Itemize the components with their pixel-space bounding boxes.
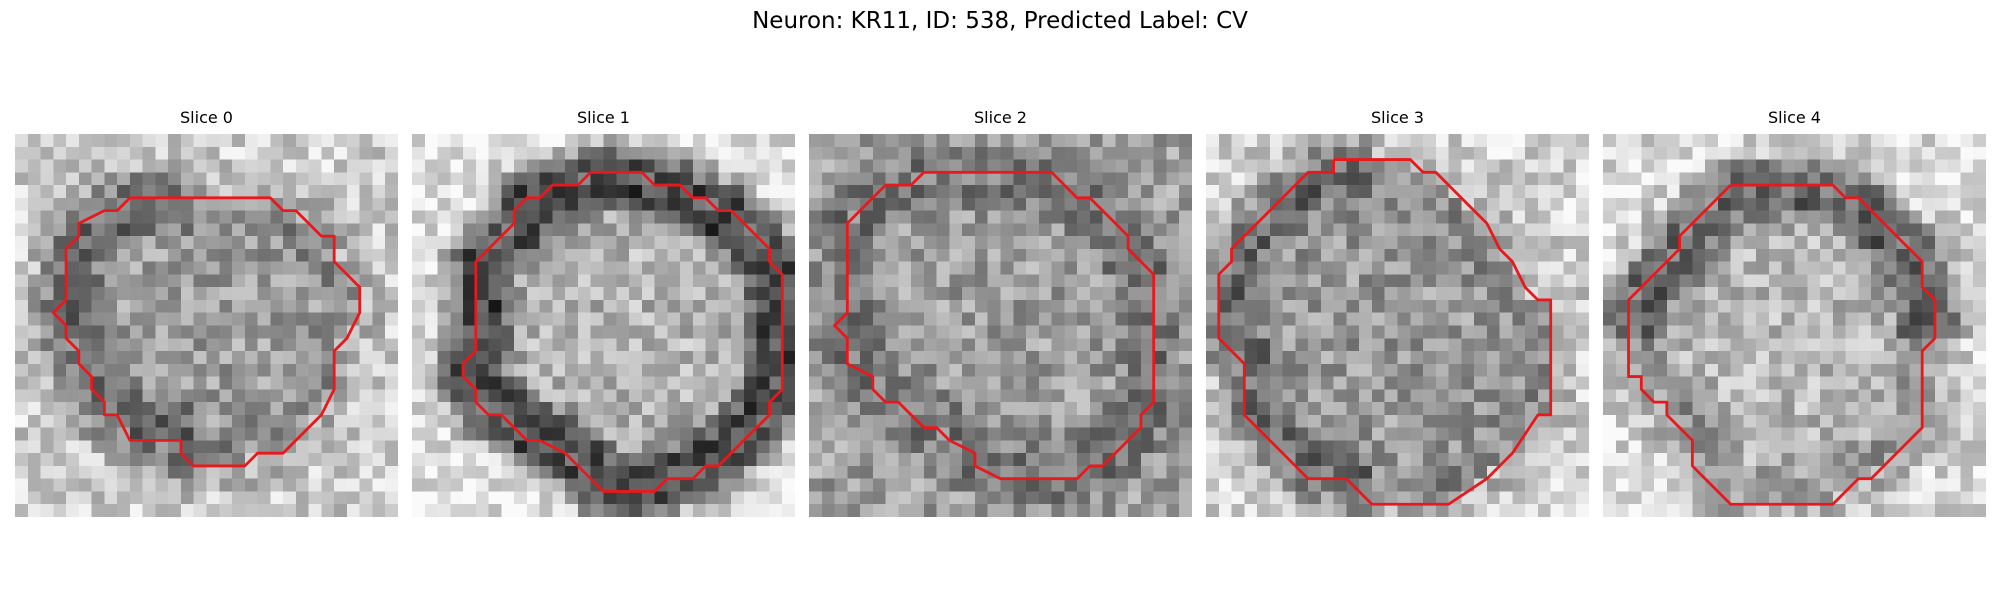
slice-image-3: [1206, 134, 1589, 517]
cell-outline: [461, 170, 784, 493]
slice-image-0: [15, 134, 398, 517]
slice-title-2: Slice 2: [974, 108, 1027, 127]
pixel-grid: [1206, 134, 1589, 517]
slice-title-4: Slice 4: [1768, 108, 1821, 127]
slice-image-4: [1603, 134, 1986, 517]
slice-image-2: [809, 134, 1192, 517]
figure-title: Neuron: KR11, ID: 538, Predicted Label: …: [752, 8, 1248, 34]
pixel-grid: [1603, 134, 1986, 517]
cell-outline: [833, 170, 1156, 481]
cell-outline: [1627, 183, 1937, 506]
slice-title-0: Slice 0: [180, 108, 233, 127]
pixel-grid: [15, 134, 398, 517]
pixel-grid: [809, 134, 1192, 517]
slice-image-1: [412, 134, 795, 517]
slice-title-1: Slice 1: [577, 108, 630, 127]
cell-outline: [1217, 158, 1553, 506]
slice-title-3: Slice 3: [1371, 108, 1424, 127]
cell-outline: [51, 196, 362, 468]
pixel-grid: [412, 134, 795, 517]
